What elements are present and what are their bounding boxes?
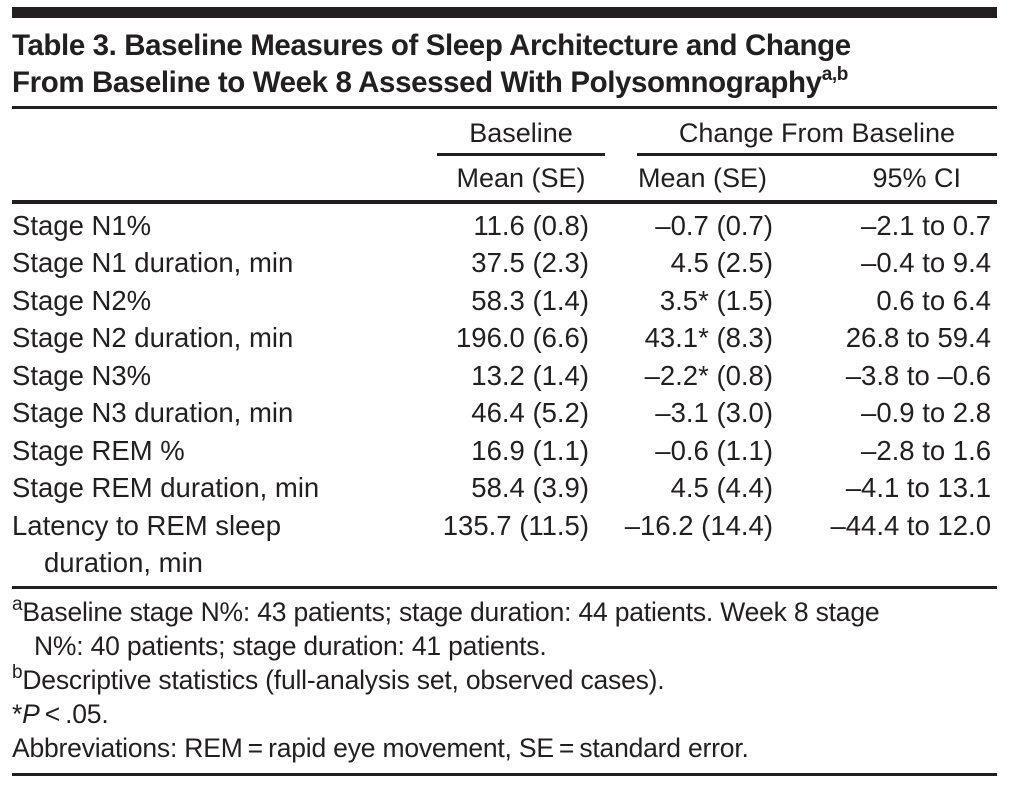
row-label: Stage N1%: [12, 209, 152, 241]
table-title-line2: From Baseline to Week 8 Assessed With Po…: [12, 64, 849, 99]
row-label: Stage N3%: [12, 359, 152, 391]
baseline-value: 13.2 (1.4): [471, 359, 589, 391]
column-group-change: Change From Baseline: [637, 118, 997, 156]
ci-value: –4.1 to 13.1: [845, 472, 991, 503]
header-rule: [12, 200, 997, 204]
top-bar: [12, 7, 997, 18]
title-superscript: a,b: [821, 64, 849, 86]
change-value: –0.7 (0.7): [655, 209, 773, 241]
footnote-a: aBaseline stage N%: 43 patients; stage d…: [12, 595, 997, 663]
baseline-value: 135.7 (11.5): [442, 509, 589, 541]
ci-value: –0.4 to 9.4: [861, 247, 991, 278]
table-header-columns: Mean (SE) Mean (SE) 95% CI: [12, 156, 997, 200]
baseline-value: 37.5 (2.3): [471, 247, 589, 278]
footnote-b-superscript: b: [12, 662, 23, 684]
ci-value: –2.1 to 0.7: [861, 209, 991, 241]
change-value: –2.2* (0.8): [644, 359, 773, 391]
table-row: Stage N3% 13.2 (1.4) –2.2* (0.8) –3.8 to…: [12, 357, 997, 395]
ci-value: 26.8 to 59.4: [845, 322, 991, 353]
baseline-value: 58.4 (3.9): [471, 472, 589, 503]
table-row: Stage N1 duration, min 37.5 (2.3) 4.5 (2…: [12, 244, 997, 282]
table-row: Stage N3 duration, min 46.4 (5.2) –3.1 (…: [12, 394, 997, 432]
baseline-value: 11.6 (0.8): [473, 209, 589, 241]
table-row: Stage REM % 16.9 (1.1) –0.6 (1.1) –2.8 t…: [12, 432, 997, 470]
table-row: Stage N1% 11.6 (0.8) –0.7 (0.7) –2.1 to …: [12, 207, 997, 245]
footnote-a-line1: aBaseline stage N%: 43 patients; stage d…: [12, 594, 880, 627]
row-label-line1: Latency to REM sleep: [12, 509, 282, 541]
abbreviations-note: Abbreviations: REM = rapid eye movement,…: [12, 733, 749, 763]
footnote-b: bDescriptive statistics (full-analysis s…: [12, 662, 665, 695]
table-header-groups: Baseline Change From Baseline: [12, 109, 997, 156]
ci-value: –2.8 to 1.6: [861, 434, 991, 466]
change-value: –16.2 (14.4): [624, 509, 773, 541]
baseline-value: 58.3 (1.4): [471, 284, 589, 316]
ci-value: –0.9 to 2.8: [861, 397, 991, 428]
footnote-a-line2: N%: 40 patients; stage duration: 41 pati…: [34, 631, 547, 661]
column-header-ci: 95% CI: [872, 162, 961, 193]
baseline-value: 196.0 (6.6): [455, 322, 589, 353]
row-label: Stage REM %: [12, 434, 185, 466]
row-label-line2: duration, min: [44, 547, 203, 578]
change-value: –3.1 (3.0): [655, 397, 773, 428]
row-label: Stage REM duration, min: [12, 472, 320, 503]
ci-value: –44.4 to 12.0: [830, 509, 991, 541]
table-row: Stage N2 duration, min 196.0 (6.6) 43.1*…: [12, 319, 997, 357]
table-row: Stage N2% 58.3 (1.4) 3.5* (1.5) 0.6 to 6…: [12, 282, 997, 320]
significance-p: P: [22, 699, 40, 729]
significance-note: *P < .05.: [12, 697, 997, 731]
column-header-change-mean-se: Mean (SE): [637, 162, 767, 193]
significance-star: *: [12, 699, 23, 729]
row-label: Latency to REM sleep duration, min: [12, 507, 437, 582]
significance-rest: < .05.: [39, 699, 109, 729]
row-label: Stage N2%: [12, 284, 152, 316]
change-value: 4.5 (4.4): [670, 472, 773, 503]
change-value: 3.5* (1.5): [659, 284, 773, 316]
ci-value: 0.6 to 6.4: [876, 284, 991, 316]
table-body: Stage N1% 11.6 (0.8) –0.7 (0.7) –2.1 to …: [12, 204, 997, 586]
footnote-rule: [12, 585, 997, 589]
column-header-baseline-mean-se: Mean (SE): [456, 162, 586, 193]
table-row: Stage REM duration, min 58.4 (3.9) 4.5 (…: [12, 469, 997, 507]
ci-value: –3.8 to –0.6: [845, 359, 991, 391]
paper-table-page: Table 3. Baseline Measures of Sleep Arch…: [0, 7, 1011, 776]
footnote-a-superscript: a: [12, 594, 23, 616]
row-label: Stage N3 duration, min: [12, 397, 294, 428]
baseline-value: 16.9 (1.1): [471, 434, 589, 466]
table-title-line1: Table 3. Baseline Measures of Sleep Arch…: [12, 29, 851, 62]
change-value: –0.6 (1.1): [655, 434, 773, 466]
bottom-rule: [12, 773, 997, 776]
change-value: 4.5 (2.5): [670, 247, 773, 278]
change-value: 43.1* (8.3): [644, 322, 773, 353]
row-label: Stage N1 duration, min: [12, 247, 294, 278]
baseline-value: 46.4 (5.2): [471, 397, 589, 428]
column-group-baseline: Baseline: [437, 118, 605, 156]
table-row: Latency to REM sleep duration, min 135.7…: [12, 507, 997, 582]
table-title: Table 3. Baseline Measures of Sleep Arch…: [12, 27, 997, 101]
footnotes: aBaseline stage N%: 43 patients; stage d…: [12, 589, 997, 773]
row-label: Stage N2 duration, min: [12, 322, 294, 353]
title-rule: [12, 106, 997, 109]
